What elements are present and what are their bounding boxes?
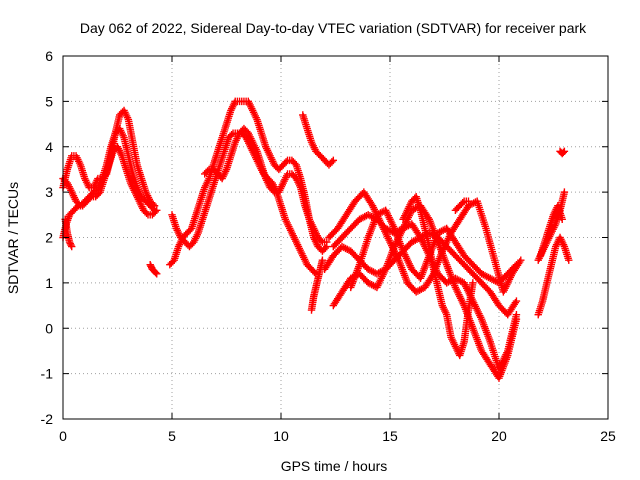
x-tick-label: 20 (491, 428, 507, 444)
data-point (153, 270, 161, 278)
y-tick-label: 3 (45, 184, 53, 200)
data-point (318, 256, 327, 264)
track-20 (556, 147, 569, 158)
data-point (323, 238, 331, 246)
data-point (559, 148, 568, 157)
data-point (464, 197, 473, 205)
data-point (558, 215, 566, 224)
y-tick-label: 4 (45, 139, 53, 155)
track-8 (299, 111, 338, 169)
track-18 (534, 233, 573, 319)
y-tick-label: 1 (45, 275, 53, 291)
series-sdtvar (59, 97, 573, 382)
data-point (517, 256, 525, 264)
x-tick-label: 5 (168, 428, 176, 444)
x-tick-label: 10 (273, 428, 289, 444)
data-point (469, 279, 477, 287)
data-point (68, 242, 76, 251)
y-axis-label: SDTVAR / TECUs (5, 182, 21, 294)
x-tick-label: 15 (382, 428, 398, 444)
data-point (512, 315, 521, 323)
tick-labels: 0 5 10 15 20 25 -2 -1 0 1 2 3 4 5 6 (41, 48, 616, 444)
chart-title: Day 062 of 2022, Sidereal Day-to-day VTE… (80, 20, 587, 36)
track-3 (61, 215, 76, 251)
y-tick-label: 5 (45, 93, 53, 109)
track-15 (399, 192, 477, 360)
data-point (151, 268, 160, 277)
x-axis-label: GPS time / hours (281, 458, 388, 474)
track-16 (451, 197, 473, 214)
data-point (565, 256, 573, 264)
track-19 (536, 202, 566, 260)
y-tick-label: -2 (41, 411, 54, 427)
data-points (59, 97, 573, 382)
data-point (329, 156, 338, 165)
data-point (512, 297, 521, 305)
axis-ticks (62, 55, 609, 420)
track-7 (201, 124, 331, 246)
y-tick-label: 2 (45, 230, 53, 246)
y-tick-label: -1 (41, 366, 54, 382)
y-tick-label: 0 (45, 320, 53, 336)
track-6 (168, 129, 320, 278)
data-point (153, 206, 161, 214)
track-4 (146, 261, 161, 278)
track-14 (347, 206, 521, 292)
data-point (560, 188, 569, 196)
grid (63, 56, 608, 419)
y-tick-label: 6 (45, 48, 53, 64)
data-point (560, 147, 569, 155)
x-tick-label: 25 (600, 428, 616, 444)
x-tick-label: 0 (59, 428, 67, 444)
data-point (512, 261, 521, 269)
